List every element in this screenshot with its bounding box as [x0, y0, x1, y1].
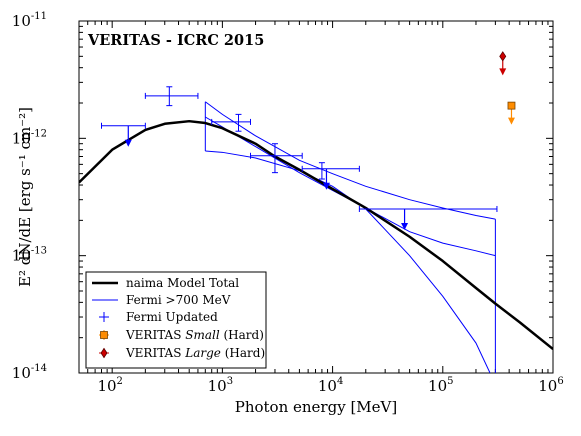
x-axis-label: Photon energy [MeV]	[235, 398, 397, 416]
fermi-point	[211, 113, 252, 132]
legend-label: Fermi Updated	[126, 310, 218, 324]
fermi-point	[301, 162, 360, 180]
fermi-upper-limit	[322, 168, 330, 190]
legend-square-marker	[100, 331, 108, 339]
legend-entry: VERITAS Small (Hard)	[99, 328, 264, 342]
legend-entry: Fermi >700 MeV	[92, 293, 231, 307]
y-tick-label: 10-12	[12, 128, 47, 147]
y-axis-label: E² dN/dE [erg s⁻¹ cm⁻²]	[16, 107, 34, 287]
y-tick-label: 10-14	[12, 363, 47, 382]
veritas-small-marker	[507, 101, 516, 110]
upper-limit-arrowhead	[401, 222, 409, 230]
x-tick-label: 105	[428, 376, 453, 395]
legend-label: Fermi >700 MeV	[126, 293, 231, 307]
veritas-small-arrowhead	[507, 117, 515, 125]
x-tick-label: 104	[318, 376, 343, 395]
legend-diamond-marker	[100, 347, 108, 359]
legend-entry: naima Model Total	[92, 276, 239, 290]
chart-title: VERITAS - ICRC 2015	[87, 32, 264, 49]
markers-layer	[100, 51, 516, 230]
legend-entry: Fermi Updated	[99, 310, 218, 324]
x-tick-label: 102	[97, 376, 122, 395]
legend-label: VERITAS Small (Hard)	[125, 328, 264, 342]
fermi-point	[144, 86, 199, 107]
fermi-upper-limit	[358, 205, 498, 230]
x-tick-label: 106	[538, 376, 563, 395]
legend: naima Model Total Fermi >700 MeV Fermi Upd…	[85, 271, 267, 369]
legend-label: VERITAS Large (Hard)	[125, 346, 265, 360]
fermi-upper-limit	[100, 122, 146, 147]
naima-model-line	[79, 119, 553, 351]
veritas-large-marker	[499, 51, 507, 62]
veritas-large-arrowhead	[499, 68, 507, 76]
legend-entry: VERITAS Large (Hard)	[99, 346, 265, 360]
legend-box	[85, 271, 267, 369]
y-tick-label: 10-11	[12, 11, 47, 30]
x-tick-label: 103	[208, 376, 233, 395]
legend-label: naima Model Total	[126, 276, 239, 290]
upper-limit-arrowhead	[322, 182, 330, 190]
upper-limit-arrowhead	[124, 139, 132, 147]
y-tick-label: 10-13	[12, 246, 47, 265]
fermi-point	[250, 143, 303, 174]
axis-ticks: 102 103 104 105 106 10-14 10-13 10-12 10-11	[12, 11, 564, 395]
